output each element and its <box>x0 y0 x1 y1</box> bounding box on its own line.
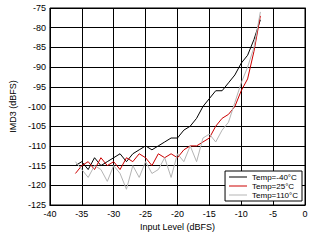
svg-text:-35: -35 <box>75 209 88 219</box>
svg-text:-125: -125 <box>27 200 46 210</box>
svg-text:Input Level (dBFS): Input Level (dBFS) <box>140 222 215 232</box>
svg-text:-105: -105 <box>28 121 46 131</box>
svg-text:-110: -110 <box>29 141 46 151</box>
svg-text:IMD3 (dBFS): IMD3 (dBFS) <box>8 80 18 133</box>
svg-text:-40: -40 <box>43 209 56 219</box>
svg-text:-80: -80 <box>33 23 46 33</box>
svg-text:-15: -15 <box>203 209 216 219</box>
svg-text:-25: -25 <box>139 209 152 219</box>
svg-text:Temp=25°C: Temp=25°C <box>252 182 294 191</box>
svg-text:-10: -10 <box>235 209 248 219</box>
svg-text:-85: -85 <box>33 42 46 52</box>
svg-text:-20: -20 <box>171 209 184 219</box>
svg-text:Temp=110°C: Temp=110°C <box>252 191 298 200</box>
svg-text:-100: -100 <box>28 102 46 112</box>
svg-text:-95: -95 <box>33 82 46 92</box>
svg-text:-5: -5 <box>269 209 277 219</box>
svg-text:-75: -75 <box>33 3 46 13</box>
svg-text:-90: -90 <box>33 62 46 72</box>
svg-text:0: 0 <box>302 209 307 219</box>
svg-text:Temp=-40°C: Temp=-40°C <box>252 173 297 182</box>
svg-text:-30: -30 <box>107 209 120 219</box>
svg-text:-120: -120 <box>28 180 46 190</box>
svg-text:-115: -115 <box>29 161 46 171</box>
